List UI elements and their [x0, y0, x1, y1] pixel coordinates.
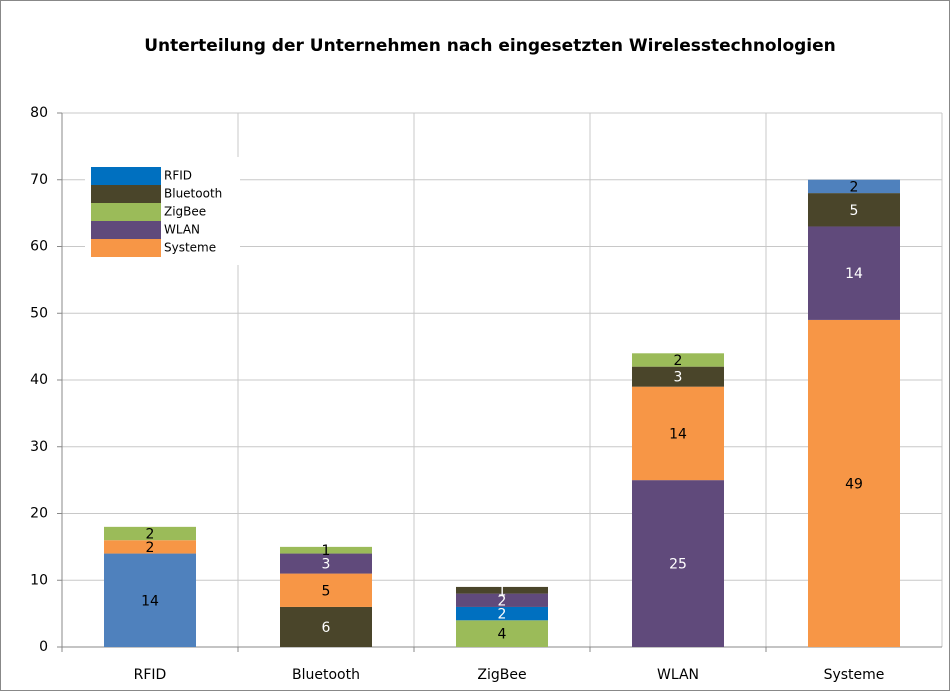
- bar-segment: [632, 366, 724, 387]
- data-label: 5: [322, 583, 331, 599]
- data-label: 4: [498, 627, 507, 643]
- bar-segment: [456, 606, 548, 621]
- data-label: 5: [850, 203, 859, 219]
- y-tick-label: 20: [30, 506, 48, 522]
- bar-segment: [632, 386, 724, 481]
- data-label: 2: [146, 527, 155, 543]
- legend-label: WLAN: [164, 223, 200, 237]
- bar-segment: [632, 353, 724, 367]
- bar-segment: [808, 193, 900, 227]
- x-tick-label: Systeme: [824, 667, 885, 683]
- legend-swatch: [91, 239, 161, 257]
- y-tick-label: 0: [39, 639, 48, 655]
- data-label: 3: [674, 370, 683, 386]
- x-tick-label: RFID: [134, 667, 167, 683]
- bar-segment: [808, 179, 900, 194]
- legend-swatch: [91, 185, 161, 203]
- bar-segment: [808, 226, 900, 320]
- bar-segment: [456, 586, 548, 594]
- legend-label: ZigBee: [164, 205, 206, 219]
- data-label: 2: [674, 353, 683, 369]
- data-label: 2: [498, 593, 507, 609]
- legend-swatch: [91, 167, 161, 185]
- x-tick-label: WLAN: [657, 667, 699, 683]
- data-label: 1: [498, 583, 507, 599]
- legend-label: Bluetooth: [164, 187, 222, 201]
- y-tick-label: 50: [30, 305, 48, 321]
- y-tick-label: 10: [30, 572, 48, 588]
- bar-segment: [104, 540, 196, 554]
- legend-swatch: [91, 203, 161, 221]
- data-label: 2: [498, 607, 507, 623]
- y-tick-label: 70: [30, 172, 48, 188]
- legend-label: Systeme: [164, 241, 216, 255]
- data-label: 2: [850, 179, 859, 195]
- data-label: 14: [141, 593, 159, 609]
- bar-segment: [808, 319, 900, 647]
- data-label: 2: [146, 540, 155, 556]
- data-label: 1: [322, 543, 331, 559]
- data-label: 25: [669, 557, 687, 573]
- bar-segment: [280, 546, 372, 554]
- y-tick-label: 80: [30, 105, 48, 121]
- data-label: 14: [669, 426, 687, 442]
- bar-segment: [456, 620, 548, 647]
- chart-title: Unterteilung der Unternehmen nach einges…: [144, 36, 836, 56]
- bar-segment: [632, 480, 724, 647]
- y-tick-label: 60: [30, 239, 48, 255]
- data-label: 3: [322, 557, 331, 573]
- y-tick-label: 30: [30, 439, 48, 455]
- bar-segment: [104, 553, 196, 647]
- bar-segment: [280, 573, 372, 607]
- data-label: 14: [845, 266, 863, 282]
- legend-label: RFID: [164, 169, 192, 183]
- bar-segment: [104, 526, 196, 541]
- y-tick-label: 40: [30, 372, 48, 388]
- x-tick-label: ZigBee: [477, 667, 526, 683]
- bar-segment: [280, 553, 372, 574]
- bar-segment: [280, 606, 372, 647]
- legend-swatch: [91, 221, 161, 239]
- data-label: 6: [322, 620, 331, 636]
- bar-segment: [456, 593, 548, 607]
- data-label: 49: [845, 476, 863, 492]
- x-tick-label: Bluetooth: [292, 667, 360, 683]
